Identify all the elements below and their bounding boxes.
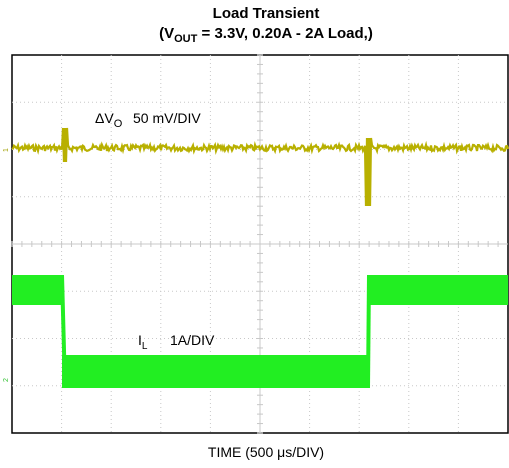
trace2-sub: L: [142, 341, 148, 352]
trace1-label: ΔVO: [95, 110, 123, 130]
trace1-scale: 50 mV/DIV: [133, 110, 201, 126]
trace2-scale: 1A/DIV: [170, 332, 215, 348]
waveforms: [11, 127, 509, 388]
x-axis-label: TIME (500 μs/DIV): [208, 444, 324, 460]
title-sub: OUT: [174, 33, 198, 45]
trace1-sub: O: [114, 118, 123, 130]
title-suffix: = 3.3V, 0.20A - 2A Load,): [197, 25, 373, 42]
ch2-marker: 2: [3, 378, 10, 382]
il-low-band: [62, 355, 368, 388]
ch1-marker: 1: [3, 148, 10, 152]
il-rise-edge: [366, 275, 371, 388]
title-line1: Load Transient: [213, 5, 320, 22]
il-high-band: [368, 275, 508, 305]
trace2-label: IL: [138, 332, 148, 352]
vout-trace: [11, 127, 509, 207]
trace2-symbol: I: [138, 332, 142, 348]
title-prefix: (V: [159, 25, 174, 42]
title-line2: (VOUT = 3.3V, 0.20A - 2A Load,): [159, 25, 373, 45]
il-fall-edge: [60, 275, 67, 388]
il-high-band: [12, 275, 62, 305]
trace1-symbol: ΔV: [95, 110, 114, 126]
